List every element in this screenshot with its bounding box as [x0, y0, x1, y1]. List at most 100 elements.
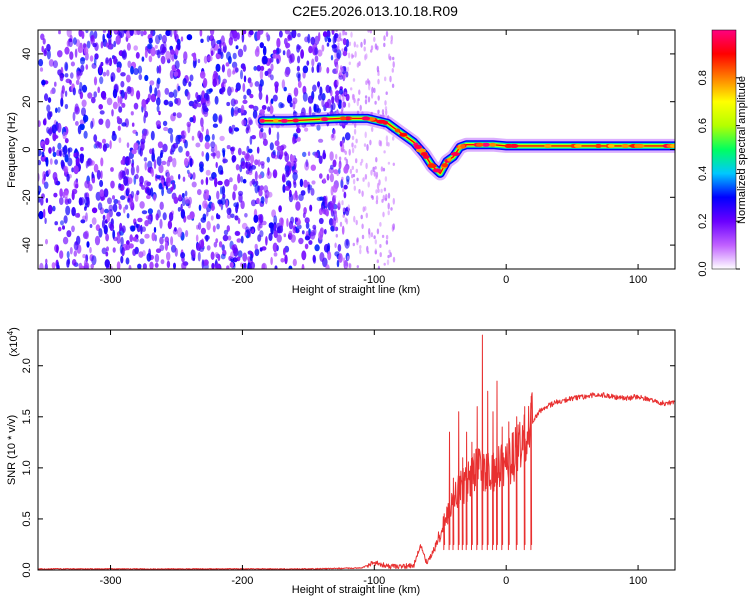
noise-blob	[392, 162, 395, 166]
noise-blob	[240, 69, 243, 80]
noise-blob	[254, 243, 258, 250]
noise-blob	[318, 32, 321, 42]
noise-blob	[121, 122, 127, 127]
noise-blob	[228, 37, 233, 46]
noise-blob	[325, 264, 330, 269]
noise-blob	[75, 79, 80, 86]
noise-blob	[197, 103, 202, 108]
noise-blob	[245, 127, 249, 134]
noise-blob	[64, 46, 70, 55]
noise-blob	[120, 159, 125, 165]
noise-blob	[240, 104, 245, 114]
noise-blob	[45, 258, 48, 265]
noise-blob	[205, 169, 211, 176]
noise-blob	[356, 110, 360, 115]
noise-blob	[45, 238, 48, 245]
noise-blob	[168, 212, 174, 222]
snr-x-ticks: -300 -200 -100 0 100	[100, 330, 647, 587]
noise-blob	[224, 179, 230, 187]
colorbar-tick-label: 0.0	[697, 261, 709, 276]
noise-blob	[383, 150, 386, 154]
noise-blob	[370, 45, 374, 51]
noise-blob	[172, 181, 175, 191]
noise-blob	[221, 86, 226, 93]
noise-blob	[226, 225, 230, 232]
noise-blob	[97, 202, 103, 211]
noise-blob	[94, 235, 101, 246]
noise-blob	[242, 99, 248, 104]
noise-blob	[125, 244, 131, 251]
noise-blob	[231, 124, 236, 130]
noise-blob	[180, 203, 183, 212]
noise-blob	[334, 226, 337, 231]
noise-blob	[382, 167, 386, 172]
noise-blob	[79, 123, 85, 131]
noise-blob	[178, 173, 181, 180]
noise-blob	[165, 177, 171, 187]
noise-blob	[169, 30, 173, 38]
noise-blob	[365, 162, 368, 170]
noise-blob	[363, 38, 366, 45]
noise-blob	[311, 180, 316, 185]
noise-blob	[322, 197, 326, 206]
noise-blob	[222, 234, 229, 242]
noise-blob	[207, 55, 213, 62]
noise-blob	[237, 190, 244, 197]
noise-blob	[130, 111, 134, 116]
noise-blob	[296, 127, 301, 134]
noise-blob	[43, 181, 49, 189]
noise-blob	[80, 197, 85, 206]
noise-blob	[66, 251, 70, 259]
noise-blob	[81, 107, 86, 116]
noise-blob	[110, 180, 115, 189]
noise-blob	[63, 215, 68, 224]
noise-blob	[57, 50, 63, 58]
noise-blob	[347, 204, 350, 212]
noise-blob	[87, 157, 92, 166]
noise-blob	[341, 176, 344, 181]
noise-blob	[377, 188, 380, 193]
noise-blob	[204, 203, 208, 208]
noise-blob	[160, 149, 164, 155]
noise-blob	[269, 105, 274, 115]
noise-blob	[122, 49, 127, 59]
noise-blob	[159, 201, 164, 210]
noise-blob	[174, 247, 178, 257]
noise-blob	[41, 45, 44, 53]
noise-blob	[364, 131, 367, 139]
noise-blob	[149, 84, 153, 94]
noise-blob	[296, 65, 300, 72]
noise-blob	[116, 116, 120, 121]
noise-blob	[235, 82, 241, 91]
noise-blob	[167, 156, 173, 163]
noise-blob	[266, 156, 270, 163]
noise-blob	[217, 180, 223, 186]
noise-blob	[143, 157, 148, 162]
noise-blob	[133, 45, 138, 51]
noise-blob	[383, 187, 387, 192]
noise-blob	[59, 250, 64, 259]
noise-blob	[103, 188, 109, 198]
noise-blob	[173, 196, 179, 204]
noise-blob	[206, 89, 212, 94]
noise-blob	[379, 140, 383, 147]
noise-blob	[286, 218, 289, 227]
noise-blob	[212, 123, 218, 128]
noise-blob	[387, 161, 391, 165]
noise-blob	[330, 186, 334, 196]
noise-blob	[118, 203, 122, 210]
noise-blob	[336, 64, 339, 69]
noise-blob	[131, 122, 135, 127]
noise-blob	[229, 177, 233, 183]
noise-blob	[261, 262, 267, 269]
noise-blob	[113, 236, 118, 242]
noise-blob	[366, 245, 369, 253]
noise-blob	[334, 52, 337, 59]
noise-blob	[237, 173, 241, 184]
noise-blob	[330, 54, 334, 61]
noise-blob	[249, 81, 253, 88]
noise-blob	[127, 177, 133, 185]
noise-blob	[85, 212, 88, 222]
noise-blob	[304, 127, 309, 132]
noise-blob	[305, 222, 310, 229]
